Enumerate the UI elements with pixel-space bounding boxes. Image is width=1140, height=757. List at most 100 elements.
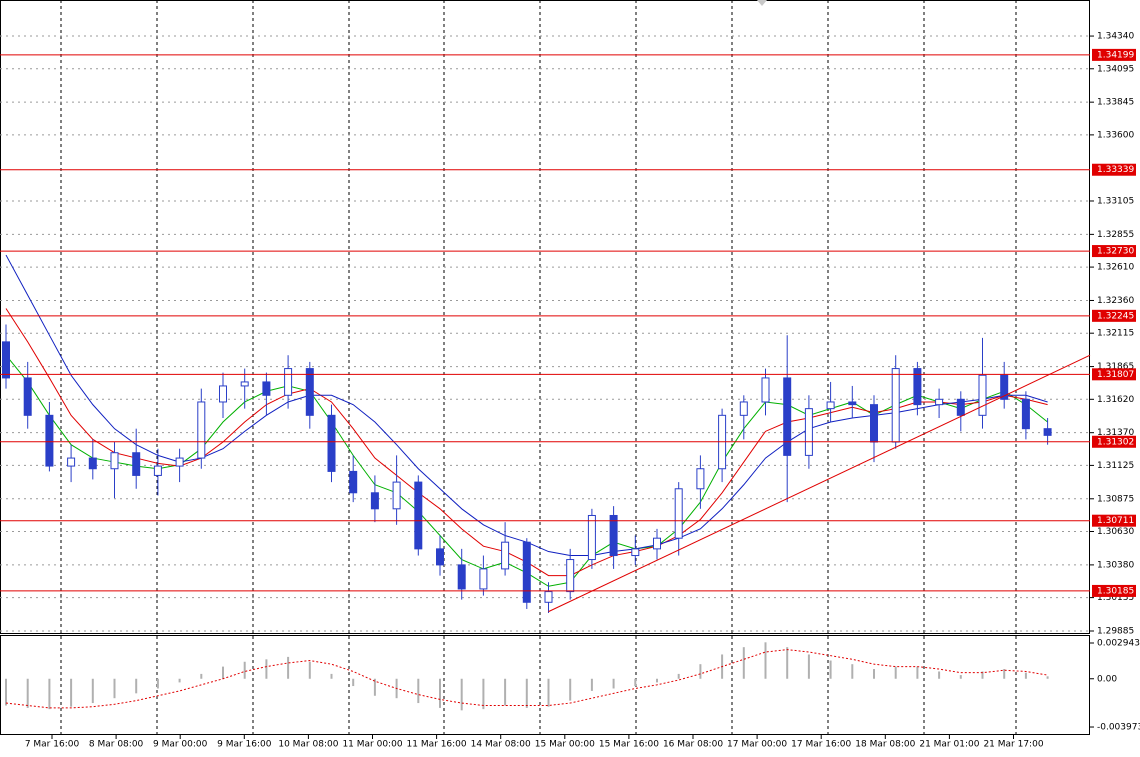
candle-body xyxy=(522,541,531,603)
candle xyxy=(219,372,227,418)
candle-body xyxy=(153,465,162,476)
candle-body xyxy=(262,381,271,396)
candle xyxy=(110,442,119,499)
candle-body xyxy=(219,385,227,403)
y-tick-label: 1.32855 xyxy=(1097,230,1134,240)
candle xyxy=(587,508,596,569)
candle-body xyxy=(501,541,510,570)
candle xyxy=(370,475,379,523)
y-tick-label: 1.32115 xyxy=(1097,329,1134,339)
x-tick-label: 11 Mar 00:00 xyxy=(342,740,402,750)
histogram-bar xyxy=(178,678,181,683)
candle xyxy=(913,361,922,416)
level-label: 1.31302 xyxy=(1097,437,1134,447)
level-label: 1.31807 xyxy=(1097,370,1134,380)
vertical-grid xyxy=(60,0,1017,735)
candle xyxy=(891,355,900,449)
level-label-box xyxy=(1092,48,1136,61)
candle-body xyxy=(653,537,661,550)
histogram-bar xyxy=(48,678,51,710)
candle-body xyxy=(631,548,640,557)
candle-body xyxy=(45,414,54,467)
y-tick-label: 1.34340 xyxy=(1097,32,1134,42)
candle xyxy=(392,455,401,525)
candle xyxy=(674,482,683,556)
level-label: 1.34199 xyxy=(1097,50,1134,60)
candle-body xyxy=(175,457,184,467)
y-tick-label: 1.33105 xyxy=(1097,196,1134,206)
histogram-bar xyxy=(330,673,333,679)
candle xyxy=(1021,391,1030,440)
candle-body xyxy=(956,398,965,416)
histogram-bar xyxy=(243,661,246,679)
candle-body xyxy=(457,564,466,590)
y-tick-label: 1.32610 xyxy=(1097,263,1134,273)
candle xyxy=(956,391,965,432)
histogram-bar xyxy=(851,664,854,679)
candle xyxy=(414,475,423,556)
candle-body xyxy=(891,368,900,443)
histogram-bar xyxy=(1003,669,1006,679)
candle-body xyxy=(284,368,293,396)
histogram-bar xyxy=(1024,672,1027,679)
histogram-bar xyxy=(135,678,138,694)
candle-body xyxy=(1000,374,1009,400)
histogram-bar xyxy=(938,671,941,679)
candle xyxy=(609,506,618,569)
candle-body xyxy=(479,568,488,590)
candle-body xyxy=(392,481,401,510)
histogram-bar xyxy=(460,678,463,711)
candle xyxy=(305,361,314,429)
candle xyxy=(826,381,835,422)
y-tick-label: 1.30875 xyxy=(1097,494,1134,504)
y-tick-label: 1.30135 xyxy=(1097,593,1134,603)
y-tick-label: -0.003973 xyxy=(1097,723,1140,733)
histogram-bar xyxy=(873,669,875,679)
x-tick-label: 10 Mar 08:00 xyxy=(278,740,338,750)
histogram-bar xyxy=(590,678,593,691)
y-tick-label: 1.30380 xyxy=(1097,560,1134,570)
candle xyxy=(739,395,748,440)
x-tick-label: 17 Mar 00:00 xyxy=(727,740,787,750)
candle-body xyxy=(349,470,358,494)
candle-body xyxy=(1043,428,1052,436)
histogram-bar xyxy=(569,678,572,701)
candle xyxy=(501,522,510,576)
x-tick-label: 8 Mar 08:00 xyxy=(89,740,144,750)
x-tick-label: 15 Mar 16:00 xyxy=(599,740,659,750)
histogram-bar xyxy=(222,666,224,679)
candle xyxy=(1000,361,1009,409)
histogram-bar xyxy=(26,678,29,708)
histogram-bar xyxy=(634,678,637,687)
histogram-bar xyxy=(894,666,897,679)
candle-body xyxy=(544,591,553,603)
histogram-bar xyxy=(677,673,680,679)
candle xyxy=(132,428,141,489)
candle xyxy=(544,582,553,613)
candle xyxy=(2,324,10,389)
histogram-bar xyxy=(373,678,376,696)
x-tick-label: 9 Mar 00:00 xyxy=(153,740,208,750)
histogram-bar xyxy=(612,678,615,689)
candle-body xyxy=(870,404,878,443)
candle xyxy=(1043,417,1052,445)
y-tick-label: 1.30630 xyxy=(1097,527,1134,537)
histogram-bar xyxy=(439,678,441,708)
y-tick-label: 0.002943 xyxy=(1097,639,1140,649)
y-tick-label: 1.29885 xyxy=(1097,626,1134,636)
candle-body xyxy=(848,401,857,406)
y-tick-label: 1.31865 xyxy=(1097,362,1134,372)
histogram-bar xyxy=(959,675,962,679)
main-panel-frame xyxy=(0,0,1090,634)
candle xyxy=(153,448,162,496)
x-tick-label: 15 Mar 00:00 xyxy=(535,740,595,750)
candle xyxy=(197,388,206,469)
candle-body xyxy=(609,514,618,557)
candle xyxy=(327,404,336,483)
candle-body xyxy=(414,481,423,550)
candle-body xyxy=(197,401,206,459)
candle-body xyxy=(761,377,770,403)
x-tick-label: 14 Mar 08:00 xyxy=(471,740,531,750)
histogram-bar xyxy=(265,659,268,679)
